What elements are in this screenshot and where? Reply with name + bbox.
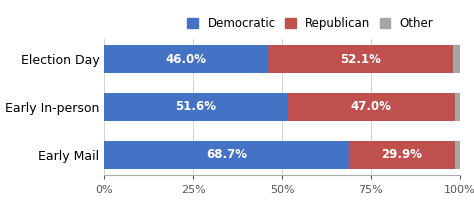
Bar [455,141,460,169]
Text: 52.1%: 52.1% [340,53,381,66]
Bar [104,141,348,169]
Bar [455,93,460,121]
Text: 68.7%: 68.7% [206,148,247,161]
Bar [288,93,455,121]
Text: 51.6%: 51.6% [175,101,217,113]
Text: 29.9%: 29.9% [381,148,422,161]
Bar [104,45,268,73]
Text: 47.0%: 47.0% [351,101,392,113]
Text: 46.0%: 46.0% [165,53,207,66]
Bar [348,141,455,169]
Legend: Democratic, Republican, Other: Democratic, Republican, Other [187,17,434,30]
Bar [104,93,288,121]
Bar [268,45,453,73]
Bar [453,45,460,73]
